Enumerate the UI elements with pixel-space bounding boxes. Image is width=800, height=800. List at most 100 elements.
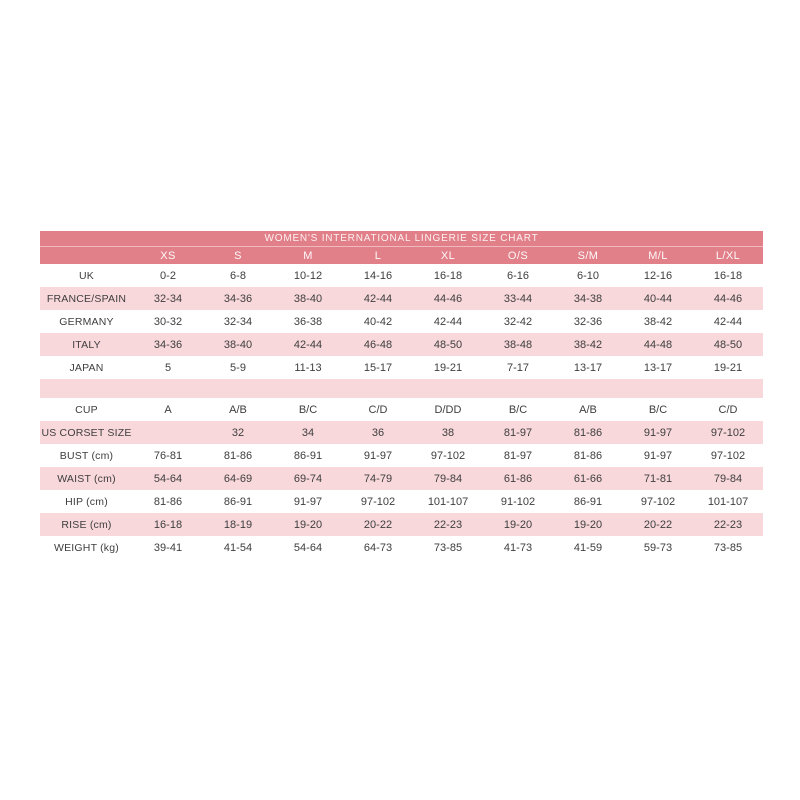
cell: 13-17 [643,361,673,374]
cell: 12-16 [643,269,673,282]
cell: 14-16 [363,269,393,282]
column-header-lxl: L/XL [693,246,763,264]
cell: 42-44 [363,292,393,305]
cell [273,379,343,398]
cell: 91-97 [293,495,323,508]
cell: 91-97 [363,449,393,462]
cell: 16-18 [713,269,743,282]
cell: 34-36 [153,338,183,351]
cell: 76-81 [153,449,183,462]
cell: 79-84 [713,472,743,485]
table-row-hip: HIP (cm) 81-86 86-91 91-97 97-102 101-107 91-… [40,490,763,513]
column-header-ml: M/L [623,246,693,264]
row-label: UK [79,269,94,282]
row-label: WEIGHT (kg) [53,541,119,554]
table-row-weight: WEIGHT (kg) 39-41 41-54 54-64 64-73 73-85 41-… [40,536,763,559]
size-chart-table: WOMEN'S INTERNATIONAL LINGERIE SIZE CHAR… [40,231,763,559]
cell: 44-48 [643,338,673,351]
cell: 38-40 [223,338,253,351]
cell: 20-22 [643,518,673,531]
cell: 81-97 [503,426,533,439]
cell: 0-2 [160,269,176,282]
cell: 101-107 [707,495,749,508]
cell: 97-102 [360,495,396,508]
column-header-m: M [273,246,343,264]
cell: 19-21 [433,361,463,374]
cell: 97-102 [640,495,676,508]
cell: 101-107 [427,495,469,508]
cell: 79-84 [433,472,463,485]
cell: 74-79 [363,472,393,485]
cell: 42-44 [293,338,323,351]
table-row-bust: BUST (cm) 76-81 81-86 86-91 91-97 97-102 81-9… [40,444,763,467]
cell [133,379,203,398]
cell: 11-13 [294,361,322,374]
cell: 38 [441,426,455,439]
cell: D/DD [434,403,462,416]
cell: 54-64 [153,472,183,485]
cell: 6-16 [506,269,530,282]
cell: 19-20 [573,518,603,531]
row-label: GERMANY [59,315,114,328]
cell: 44-46 [713,292,743,305]
row-label: ITALY [72,338,101,351]
column-header-l: L [343,246,413,264]
cell: C/D [718,403,738,416]
cell: 13-17 [573,361,603,374]
cell: 34 [301,426,315,439]
cell: 38-40 [293,292,323,305]
cell: 33-44 [503,292,533,305]
cell: 73-85 [713,541,743,554]
cell: 5 [164,361,172,374]
cell: 86-91 [293,449,323,462]
cell: 86-91 [223,495,253,508]
cell: 5-9 [230,361,246,374]
column-header-os: O/S [483,246,553,264]
cell: 71-81 [643,472,673,485]
cell: 34-36 [223,292,253,305]
cell: B/C [648,403,668,416]
cell: 19-20 [503,518,533,531]
row-label: CUP [75,403,98,416]
cell: 32 [231,426,245,439]
cell: 39-41 [153,541,183,554]
cell [203,379,273,398]
cell: 48-50 [713,338,743,351]
cell: 69-74 [293,472,323,485]
cell: 42-44 [433,315,463,328]
cell: 38-48 [503,338,533,351]
cell: 46-48 [363,338,393,351]
cell: 16-18 [433,269,463,282]
cell: 41-73 [503,541,533,554]
table-title-row: WOMEN'S INTERNATIONAL LINGERIE SIZE CHAR… [40,231,763,247]
table-body: UK 0-2 6-8 10-12 14-16 16-18 6-16 6-10 12-16 16-… [40,264,763,559]
cell: 54-64 [293,541,323,554]
cell: 81-86 [573,449,603,462]
cell: 97-102 [710,426,746,439]
cell: 81-86 [153,495,183,508]
cell: 10-12 [293,269,323,282]
cell: A/B [229,403,247,416]
cell: 6-8 [230,269,246,282]
cell: 15-17 [363,361,393,374]
cell: 81-86 [223,449,253,462]
cell: 41-54 [223,541,253,554]
cell: 86-91 [573,495,603,508]
table-row-japan: JAPAN 5 5-9 11-13 15-17 19-21 7-17 13-17 13-17 1… [40,356,763,379]
column-header-blank [40,246,133,264]
row-label [40,379,133,398]
cell: 91-102 [500,495,536,508]
cell [343,379,413,398]
table-row-italy: ITALY 34-36 38-40 42-44 46-48 48-50 38-48 38-4… [40,333,763,356]
cell: A/B [579,403,597,416]
row-label: HIP (cm) [65,495,108,508]
row-label: FRANCE/SPAIN [46,292,127,305]
cell: 42-44 [713,315,743,328]
cell: 22-23 [433,518,463,531]
row-label: WAIST (cm) [57,472,116,485]
table-header: WOMEN'S INTERNATIONAL LINGERIE SIZE CHAR… [40,231,763,264]
cell: 44-46 [433,292,463,305]
column-header-xs: XS [133,246,203,264]
cell: 32-34 [153,292,183,305]
